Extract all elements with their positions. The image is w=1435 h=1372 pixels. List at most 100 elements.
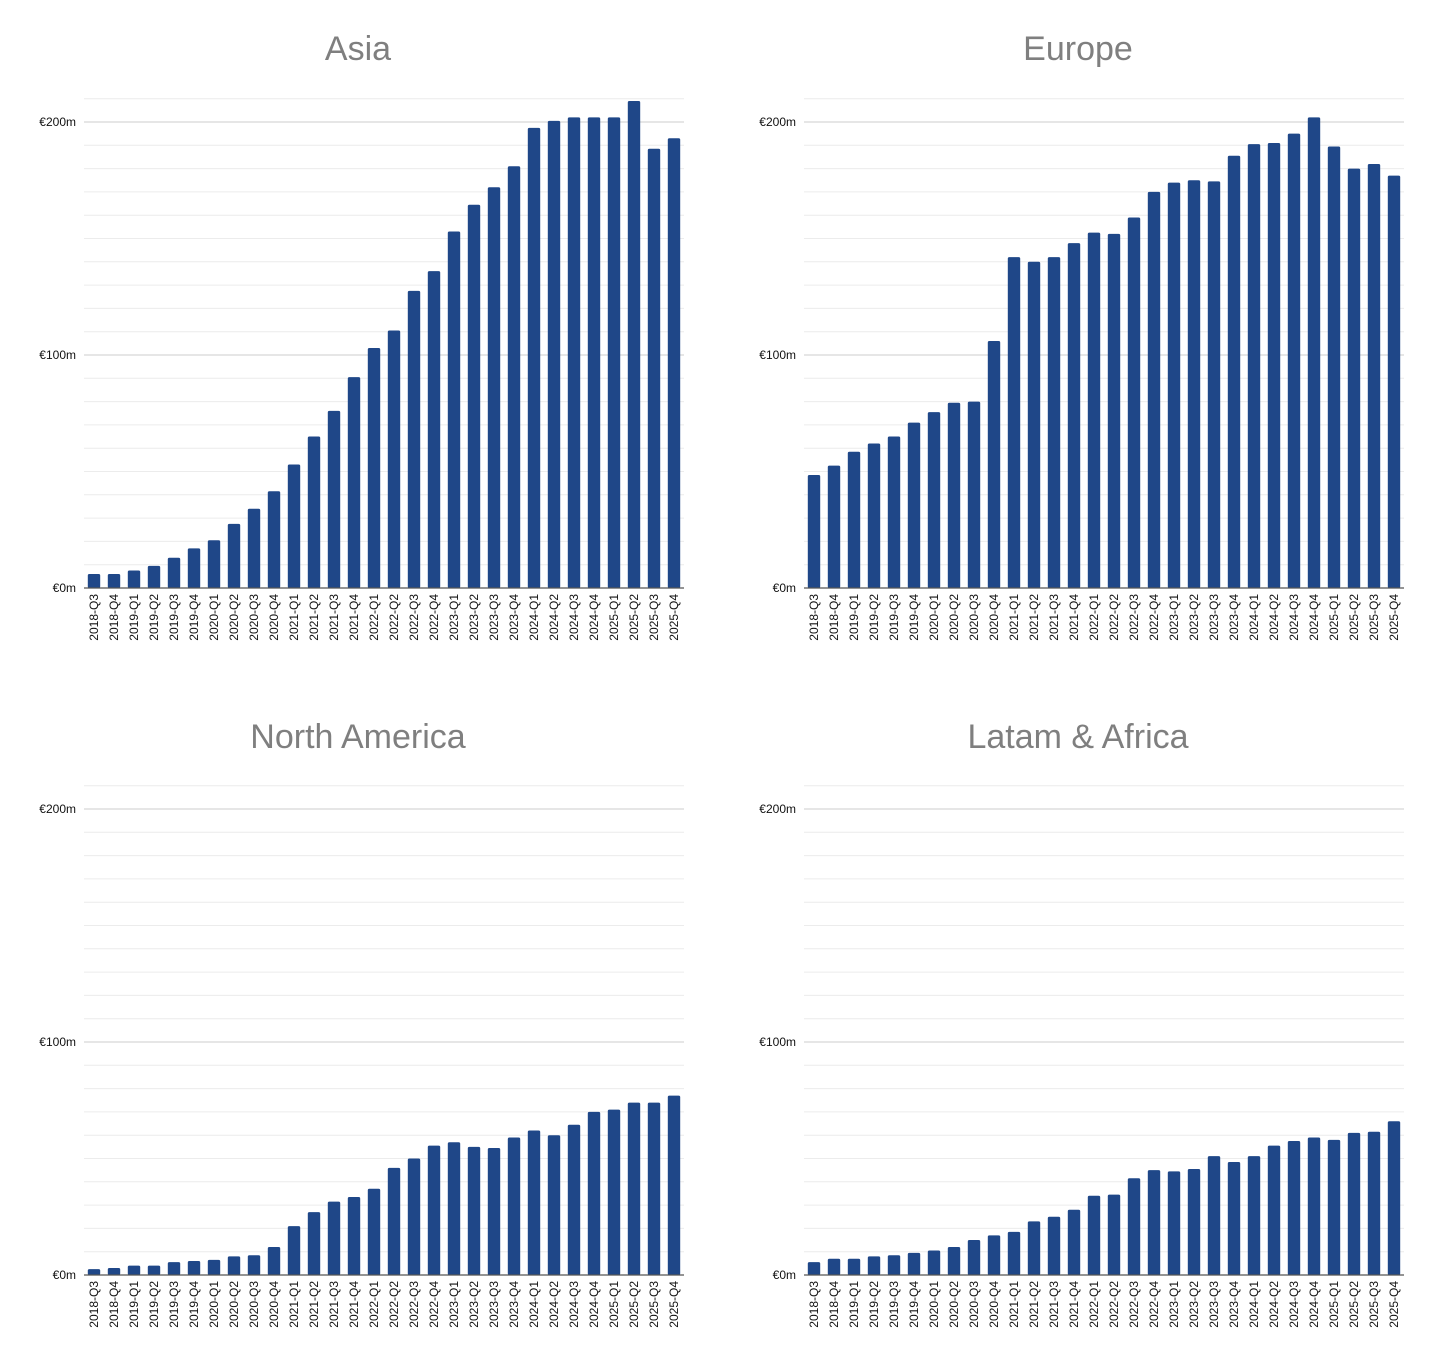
- bar: [127, 570, 141, 588]
- x-tick-label: 2022-Q1: [367, 594, 381, 641]
- bar: [1127, 1178, 1141, 1275]
- x-tick-label: 2023-Q1: [1167, 1281, 1181, 1328]
- x-tick-label: 2018-Q3: [807, 1281, 821, 1328]
- bar: [1387, 175, 1401, 588]
- x-tick-label: 2024-Q3: [1287, 1281, 1301, 1328]
- bar: [187, 548, 201, 588]
- x-tick-label: 2019-Q3: [887, 594, 901, 641]
- y-tick-label: €0m: [773, 1268, 796, 1282]
- bar: [607, 117, 621, 588]
- x-tick-label: 2021-Q2: [307, 594, 321, 641]
- x-tick-label: 2021-Q2: [1027, 594, 1041, 641]
- x-tick-label: 2024-Q4: [587, 1281, 601, 1328]
- x-tick-label: 2022-Q3: [407, 1281, 421, 1328]
- bar: [1027, 261, 1041, 588]
- y-tick-label: €100m: [39, 348, 76, 362]
- bar: [527, 127, 541, 588]
- bar: [1207, 1156, 1221, 1275]
- x-tick-label: 2020-Q3: [967, 594, 981, 641]
- bars: [87, 1095, 681, 1275]
- x-tick-label: 2018-Q4: [827, 1281, 841, 1328]
- x-tick-label: 2023-Q1: [447, 594, 461, 641]
- bar: [1147, 191, 1161, 588]
- x-tick-label: 2019-Q4: [907, 1281, 921, 1328]
- y-tick-label: €0m: [53, 581, 76, 595]
- y-tick-label: €0m: [53, 1268, 76, 1282]
- chart-title: Europe: [1023, 30, 1133, 68]
- bar: [907, 422, 921, 588]
- bar: [807, 474, 821, 588]
- bar: [367, 1188, 381, 1275]
- x-tick-label: 2025-Q4: [667, 1281, 681, 1328]
- chart-panel-europe: Europe €0m €100m €200m 2018-Q3 2018-Q4 2019-Q…: [718, 0, 1435, 686]
- bar: [1047, 257, 1061, 588]
- x-tick-label: 2019-Q4: [187, 594, 201, 641]
- x-tick-label: 2022-Q2: [1107, 594, 1121, 641]
- bar: [507, 166, 521, 588]
- bars: [87, 101, 681, 589]
- chart-panel-latam-africa: Latam & Africa €0m €100m €200m 2018-Q3 2018-…: [718, 686, 1435, 1372]
- x-tick-label: 2025-Q4: [1387, 1281, 1401, 1328]
- bar: [1307, 117, 1321, 588]
- bar: [1107, 1194, 1121, 1275]
- bar: [1167, 1171, 1181, 1275]
- x-tick-label: 2025-Q4: [667, 594, 681, 641]
- bar: [1227, 1161, 1241, 1275]
- bar: [1187, 1168, 1201, 1275]
- bar: [387, 1167, 401, 1275]
- x-tick-label: 2019-Q2: [147, 594, 161, 641]
- x-tick-label: 2022-Q4: [1147, 594, 1161, 641]
- bar: [1007, 257, 1021, 588]
- bar: [1087, 1195, 1101, 1275]
- x-tick-label: 2019-Q4: [187, 1281, 201, 1328]
- x-tick-label: 2019-Q1: [127, 594, 141, 641]
- x-tick-label: 2025-Q1: [607, 1281, 621, 1328]
- bar: [87, 574, 101, 588]
- bar: [1247, 1156, 1261, 1275]
- x-tick-label: 2023-Q4: [507, 594, 521, 641]
- bar: [867, 1256, 881, 1275]
- x-tick-label: 2023-Q2: [467, 594, 481, 641]
- x-tick-label: 2019-Q2: [867, 594, 881, 641]
- x-tick-label: 2022-Q1: [1087, 594, 1101, 641]
- x-tick-label: 2022-Q2: [387, 1281, 401, 1328]
- bar: [807, 1262, 821, 1275]
- bar: [227, 1256, 241, 1275]
- x-tick-label: 2024-Q2: [1267, 1281, 1281, 1328]
- bar: [247, 1255, 261, 1275]
- x-tick-labels: 2018-Q3 2018-Q4 2019-Q1 2019-Q2 2019-Q3 2019-…: [87, 594, 681, 641]
- y-tick-label: €100m: [759, 348, 796, 362]
- y-tick-label: €200m: [759, 115, 796, 129]
- x-tick-label: 2018-Q4: [107, 594, 121, 641]
- bar: [1167, 182, 1181, 588]
- bar: [1087, 232, 1101, 589]
- bar: [547, 1135, 561, 1275]
- x-tick-label: 2024-Q4: [587, 594, 601, 641]
- bar-chart-europe: Europe €0m €100m €200m 2018-Q3 2018-Q4 2019-Q…: [759, 30, 1404, 641]
- x-tick-label: 2025-Q3: [647, 1281, 661, 1328]
- bar: [927, 412, 941, 588]
- bar: [1227, 155, 1241, 588]
- bar: [647, 1102, 661, 1275]
- x-tick-label: 2024-Q4: [1307, 1281, 1321, 1328]
- grid-lines: [804, 98, 1404, 566]
- bar: [127, 1265, 141, 1275]
- x-tick-label: 2024-Q3: [567, 594, 581, 641]
- bar: [847, 451, 861, 588]
- x-tick-label: 2021-Q3: [327, 594, 341, 641]
- bar: [407, 1158, 421, 1275]
- x-tick-label: 2024-Q4: [1307, 594, 1321, 641]
- bar: [887, 436, 901, 588]
- bar: [107, 1268, 121, 1275]
- x-tick-label: 2025-Q1: [1327, 594, 1341, 641]
- bar: [1007, 1231, 1021, 1275]
- bar: [467, 204, 481, 588]
- x-tick-label: 2019-Q1: [847, 594, 861, 641]
- x-tick-labels: 2018-Q3 2018-Q4 2019-Q1 2019-Q2 2019-Q3 2019-…: [807, 594, 1401, 641]
- grid-lines: [84, 98, 684, 566]
- x-tick-label: 2023-Q1: [1167, 594, 1181, 641]
- x-tick-label: 2019-Q2: [867, 1281, 881, 1328]
- chart-panel-north-america: North America €0m €100m €200m 2018-Q3 2018-Q…: [0, 686, 718, 1372]
- x-tick-label: 2022-Q3: [1127, 1281, 1141, 1328]
- bar: [447, 231, 461, 588]
